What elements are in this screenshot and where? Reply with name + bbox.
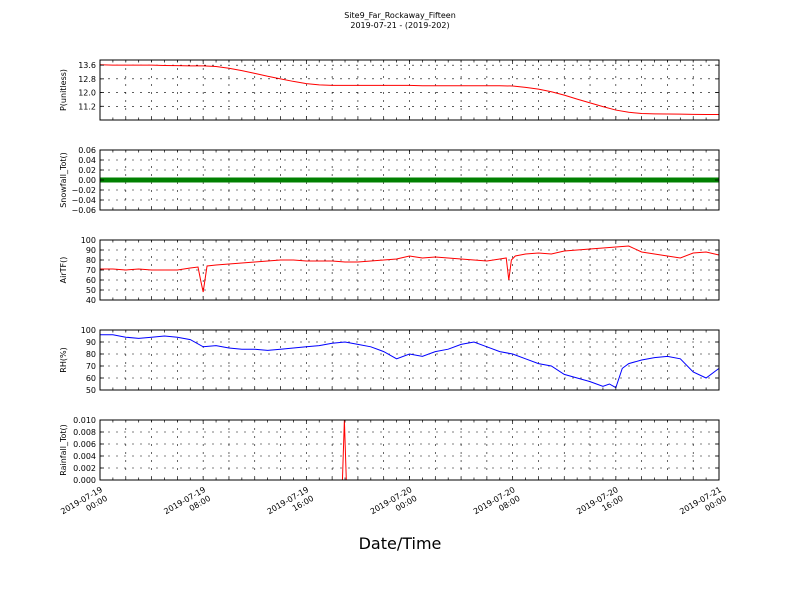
panel-2-ytick-label: 40 (86, 296, 96, 305)
panel-2-ytick-label: 90 (86, 246, 96, 255)
panel-1-ytick-label: −0.06 (71, 206, 96, 215)
panel-0-ytick-label: 12.0 (78, 89, 96, 98)
panel-1-ytick-label: 0.06 (78, 146, 96, 155)
panel-0-ylabel: P(unitless) (59, 69, 68, 111)
panel-1-ylabel: Snowfall_Tot() (59, 152, 68, 208)
panel-1-ytick-label: 0.04 (78, 156, 96, 165)
panel-4-ytick-label: 0.010 (73, 416, 96, 425)
panel-2-ytick-label: 60 (86, 276, 96, 285)
panel-3-ytick-label: 50 (86, 386, 96, 395)
panel-4-ylabel: Rainfall_Tot() (59, 424, 68, 476)
panel-3-ytick-label: 70 (86, 362, 96, 371)
panel-0-ytick-label: 12.8 (78, 75, 96, 84)
panel-2-ylabel: AirTF() (59, 257, 68, 284)
panel-0-series-line (99, 64, 719, 116)
panel-1-ytick-label: −0.02 (71, 186, 96, 195)
panel-2-ytick-label: 70 (86, 266, 96, 275)
panel-4-ytick-label: 0.008 (73, 428, 96, 437)
panel-4-ytick-label: 0.002 (73, 464, 96, 473)
panel-3-ytick-label: 100 (81, 326, 96, 335)
panel-3-ytick-label: 80 (86, 350, 96, 359)
x-axis-title: Date/Time (358, 534, 442, 553)
panel-1-ytick-label: −0.04 (71, 196, 96, 205)
panel-1-ytick-label: 0.00 (78, 176, 96, 185)
panel-3-ytick-label: 90 (86, 338, 96, 347)
panel-2-ytick-label: 50 (86, 286, 96, 295)
panel-3-ylabel: RH(%) (59, 347, 68, 372)
panel-1-ytick-label: 0.02 (78, 166, 96, 175)
panel-0-ytick-label: 11.2 (78, 102, 96, 111)
chart-subtitle: 2019-07-21 - (2019-202) (350, 21, 450, 30)
chart-title: Site9_Far_Rockaway_Fifteen (344, 11, 456, 20)
panel-0-ytick-label: 13.6 (78, 61, 96, 70)
panel-2-series-line (100, 245, 720, 293)
panel-4-ytick-label: 0.004 (73, 452, 96, 461)
panel-2-ytick-label: 100 (81, 236, 96, 245)
panel-3-ytick-label: 60 (86, 374, 96, 383)
panel-3-series-line (100, 334, 720, 389)
panel-4-ytick-label: 0.000 (73, 476, 96, 485)
panel-4-ytick-label: 0.006 (73, 440, 96, 449)
panel-2-ytick-label: 80 (86, 256, 96, 265)
